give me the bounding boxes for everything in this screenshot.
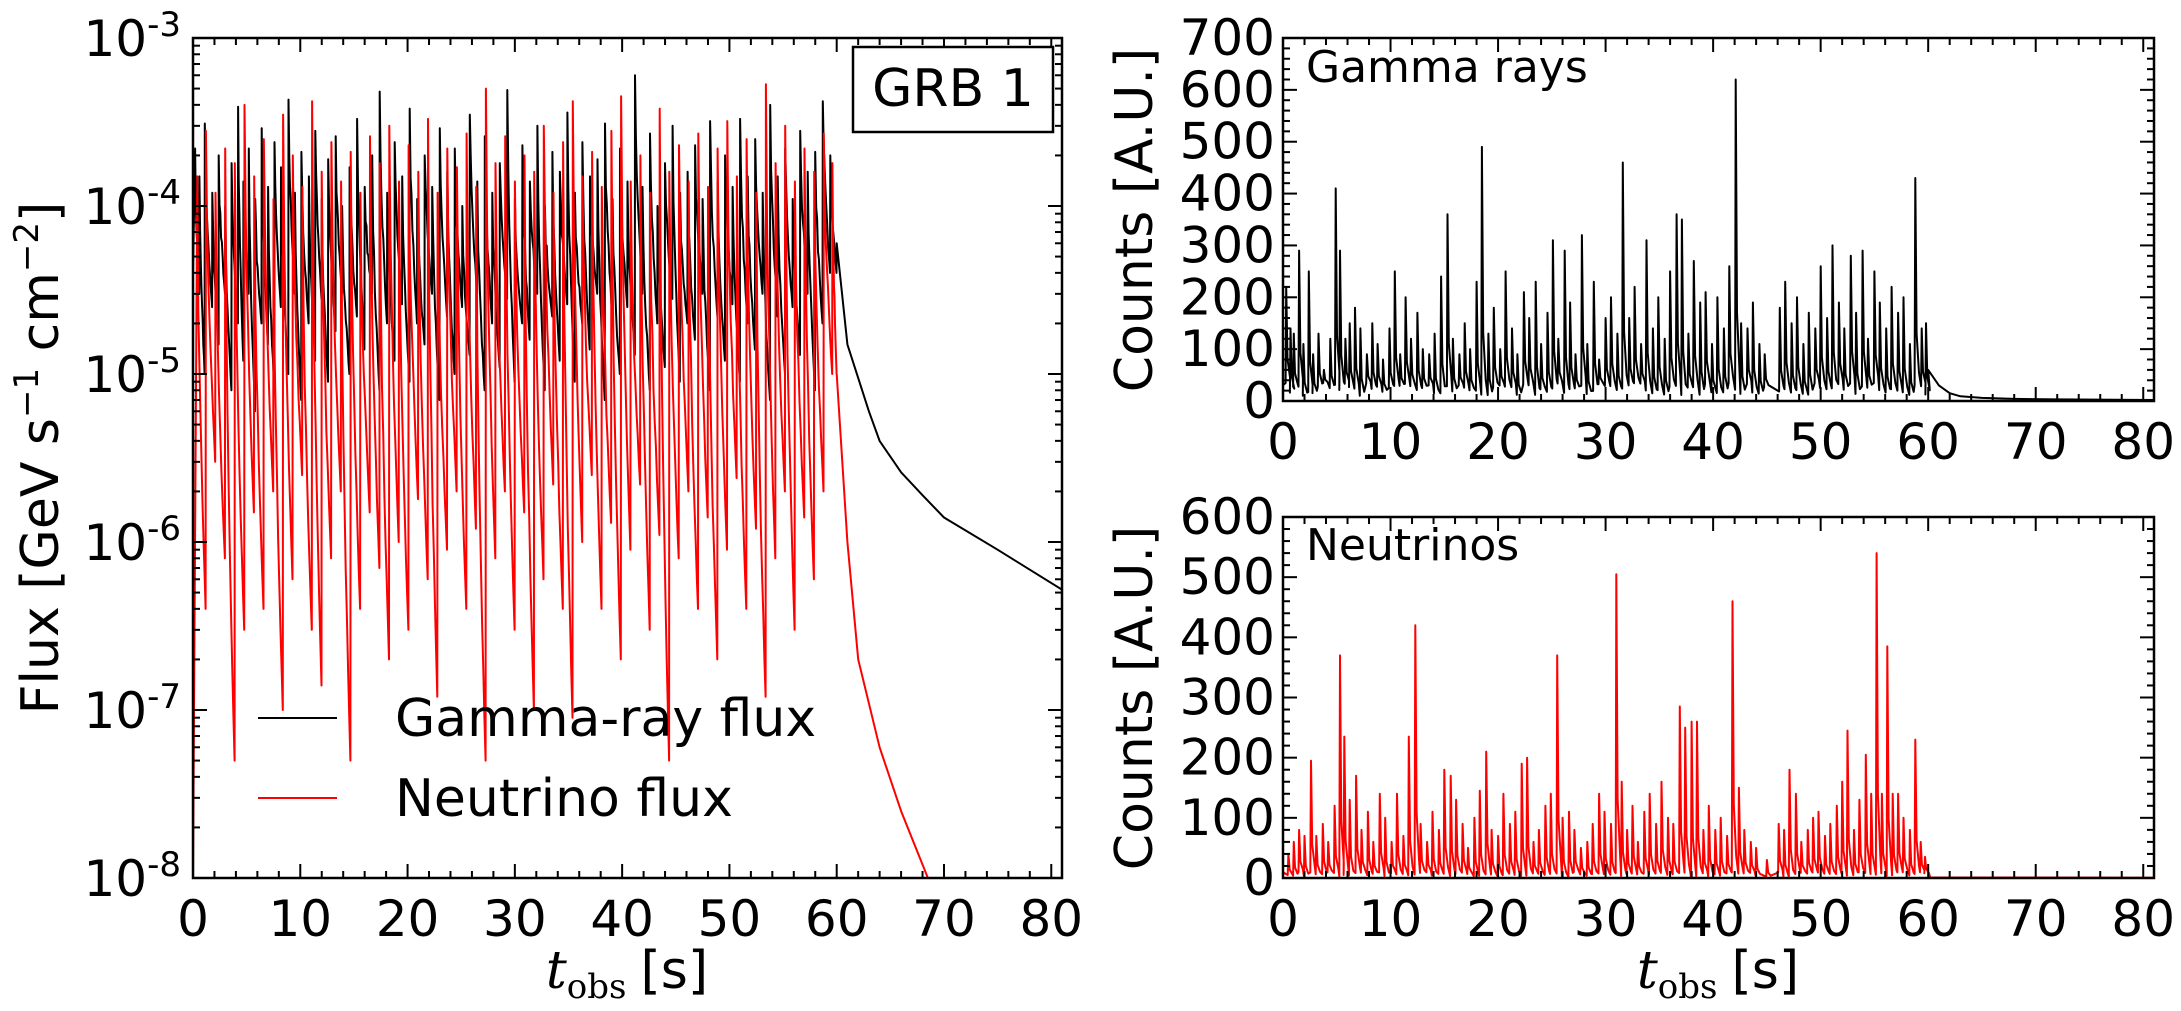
- neutrino-ytick-label: 500: [1180, 548, 1275, 606]
- neutrino-xtick-label: 30: [1574, 890, 1638, 948]
- flux-plot-frame: [191, 36, 1064, 880]
- neutrino-xtick-label: 10: [1359, 890, 1423, 948]
- gamma-xtick-label: 20: [1466, 413, 1530, 471]
- counts-x-axis-label: tobs [s]: [1637, 941, 1799, 1007]
- neutrino-ytick-label: 0: [1243, 849, 1275, 907]
- flux-xtick-label: 30: [483, 890, 547, 948]
- flux-xtick-label: 20: [376, 890, 440, 948]
- neutrino-flux-series: [193, 83, 929, 878]
- flux-ytick-label: 10-8: [83, 845, 181, 908]
- neutrino-panel-label: Neutrinos: [1306, 520, 1519, 571]
- gamma-ytick-label: 600: [1180, 61, 1275, 119]
- grb-annotation: GRB 1: [851, 45, 1055, 134]
- neutrino-counts-series: [1283, 552, 2154, 878]
- neutrino-ytick-label: 300: [1180, 669, 1275, 727]
- gamma-counts-panel: 0 10 20 30 40 50 60 70 80 0100200300400500600700…: [1105, 9, 2175, 471]
- neutrino-ytick-label: 100: [1180, 789, 1275, 847]
- gamma-ytick-label: 400: [1180, 165, 1275, 223]
- neutrino-ytick-label: 600: [1180, 488, 1275, 546]
- gamma-xtick-label: 0: [1267, 413, 1299, 471]
- gamma-xtick-label: 70: [2004, 413, 2068, 471]
- legend-gamma-label: Gamma-ray flux: [395, 689, 816, 749]
- flux-ytick-label: 10-3: [83, 5, 181, 68]
- flux-ytick-label: 10-4: [83, 173, 181, 236]
- gamma-ytick-label: 300: [1180, 216, 1275, 274]
- flux-xtick-label: 0: [177, 890, 209, 948]
- flux-panel: 0 10 20 30 40 50 60 70 80 10-8 10-7 10-6 10-5 10-4 10…: [7, 5, 1083, 1007]
- gamma-xtick-label: 80: [2111, 413, 2175, 471]
- gamma-counts-series: [1283, 78, 2154, 401]
- gamma-y-axis-label: Counts [A.U.]: [1105, 48, 1165, 392]
- flux-ytick-label: 10-6: [83, 509, 181, 572]
- flux-xtick-label: 40: [590, 890, 654, 948]
- legend-neutrino-label: Neutrino flux: [395, 769, 733, 829]
- neutrino-ytick-label: 200: [1180, 729, 1275, 787]
- neutrino-xtick-label: 20: [1466, 890, 1530, 948]
- gamma-ytick-label: 200: [1180, 268, 1275, 326]
- neutrino-xtick-label: 50: [1789, 890, 1853, 948]
- flux-xtick-label: 60: [805, 890, 869, 948]
- flux-xtick-label: 80: [1019, 890, 1083, 948]
- neutrino-xtick-label: 80: [2111, 890, 2175, 948]
- flux-ytick-label: 10-5: [83, 341, 181, 404]
- neutrino-xtick-label: 40: [1681, 890, 1745, 948]
- flux-xtick-label: 70: [912, 890, 976, 948]
- gamma-ytick-label: 100: [1180, 320, 1275, 378]
- gamma-plot-frame: [1281, 36, 2156, 403]
- gamma-ytick-label: 500: [1180, 113, 1275, 171]
- gamma-xtick-label: 60: [1896, 413, 1960, 471]
- neutrino-xtick-label: 60: [1896, 890, 1960, 948]
- gamma-ytick-label: 700: [1180, 9, 1275, 67]
- gamma-panel-label: Gamma rays: [1306, 42, 1588, 93]
- gamma-xtick-label: 50: [1789, 413, 1853, 471]
- neutrino-y-axis-label: Counts [A.U.]: [1105, 526, 1165, 870]
- gamma-xtick-label: 10: [1359, 413, 1423, 471]
- neutrino-xtick-label: 70: [2004, 890, 2068, 948]
- flux-y-axis-label: Flux [GeV s−1 cm−2]: [7, 202, 71, 715]
- neutrino-xtick-label: 0: [1267, 890, 1299, 948]
- gamma-xtick-label: 40: [1681, 413, 1745, 471]
- flux-legend: Gamma-ray flux Neutrino flux: [258, 689, 816, 829]
- neutrino-ytick-label: 400: [1180, 608, 1275, 666]
- flux-xtick-label: 50: [698, 890, 762, 948]
- flux-x-axis-label: tobs [s]: [546, 941, 708, 1007]
- gamma-ytick-label: 0: [1243, 372, 1275, 430]
- neutrino-plot-frame: [1281, 515, 2156, 880]
- flux-ytick-label: 10-7: [83, 677, 181, 740]
- gamma-xtick-label: 30: [1574, 413, 1638, 471]
- flux-xtick-label: 10: [268, 890, 332, 948]
- grb-annotation-text: GRB 1: [872, 59, 1034, 119]
